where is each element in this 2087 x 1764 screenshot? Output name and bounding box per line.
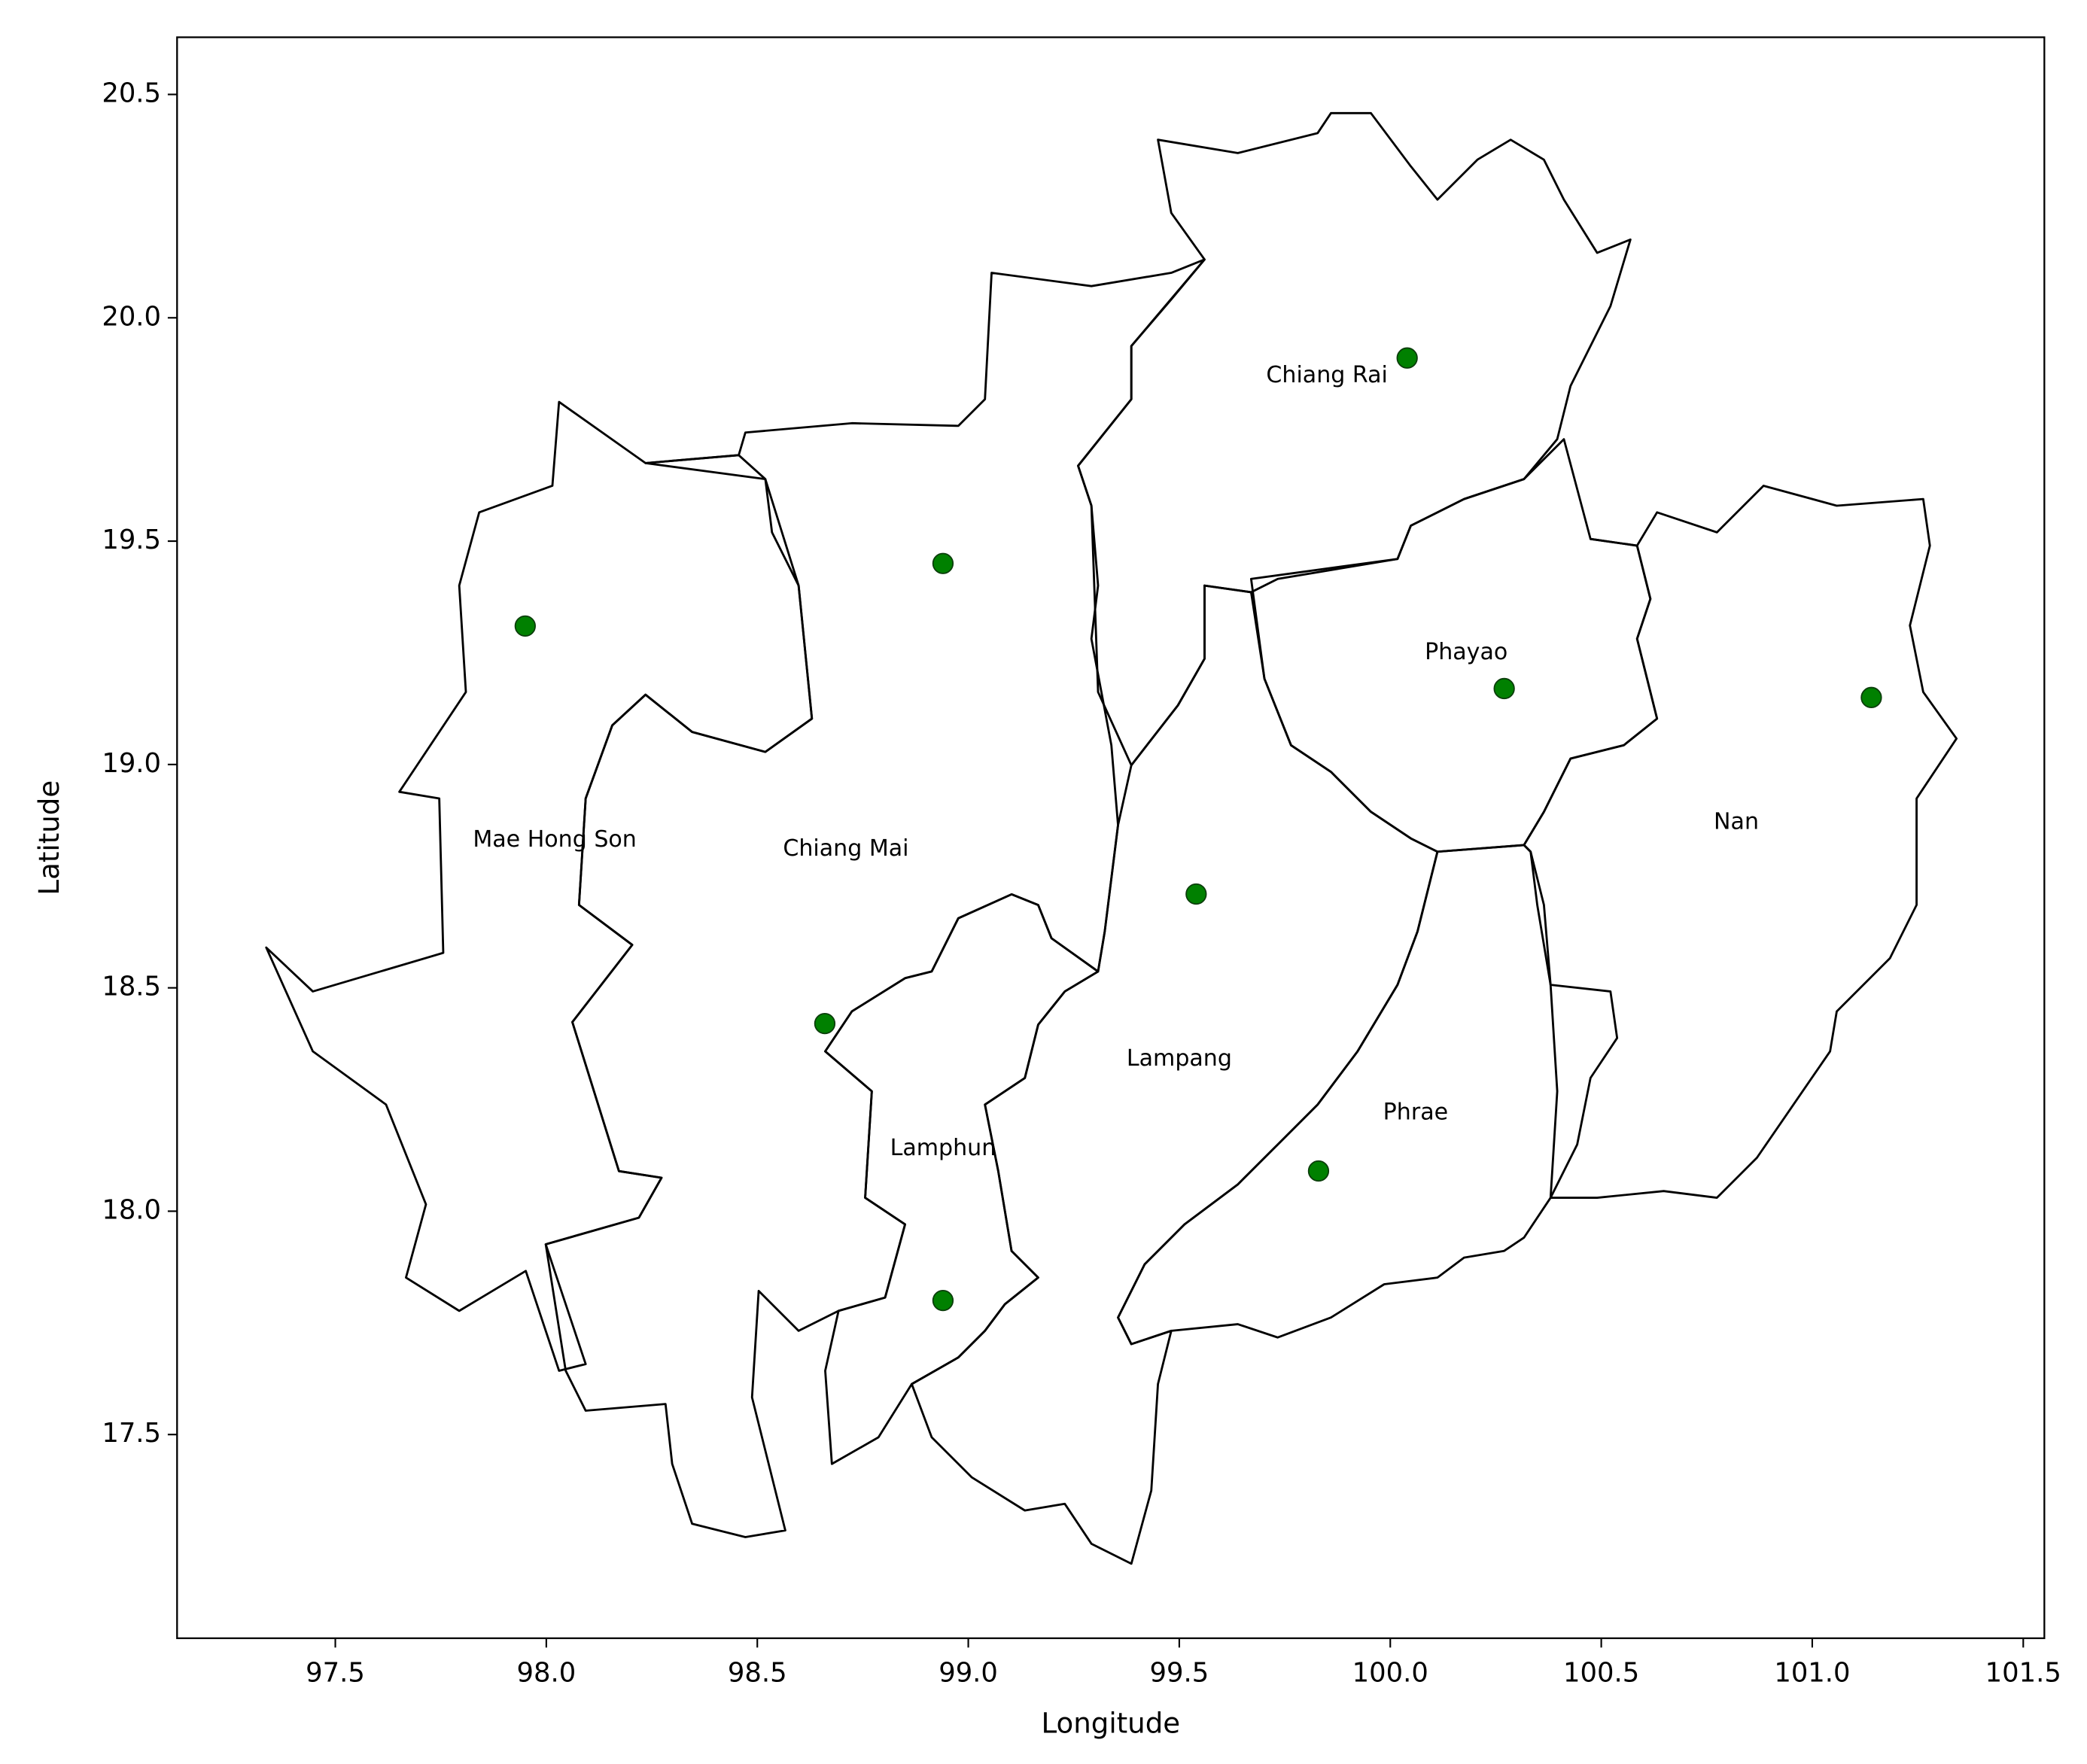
province-boundaries [265,111,1958,1565]
y-tick-label: 18.5 [102,972,161,1002]
x-axis-label: Longitude [1041,1707,1180,1739]
point [514,615,536,637]
province-label: Phayao [1425,639,1507,665]
x-tick-label: 99.0 [939,1658,998,1689]
y-axis-label: Latitude [33,780,65,896]
point [932,552,954,574]
boundary [824,893,1100,1465]
x-tick-label: 99.5 [1150,1658,1209,1689]
y-tick-label: 17.5 [102,1418,161,1449]
x-tick-label: 98.0 [517,1658,577,1689]
y-tick-label: 20.0 [102,301,161,332]
point [1860,686,1882,708]
boundary [1523,485,1958,1199]
province-label: Chiang Rai [1266,362,1387,388]
province-label: Mae Hong Son [473,826,637,853]
province-label: Lamphun [890,1135,996,1161]
point [1307,1160,1330,1182]
province-label: Phrae [1383,1099,1448,1125]
point [1493,677,1515,700]
point [1396,347,1418,369]
province-label: Nan [1714,809,1759,835]
x-tick-label: 100.5 [1563,1658,1639,1689]
x-tick-label: 100.0 [1352,1658,1428,1689]
y-tick-label: 18.0 [102,1194,161,1225]
point [1185,883,1207,905]
y-tick-label: 19.0 [102,748,161,779]
x-tick-label: 98.5 [728,1658,787,1689]
point [814,1012,836,1035]
y-tick-label: 19.5 [102,525,161,555]
plot-frame [176,36,2046,1640]
x-tick-label: 97.5 [306,1658,365,1689]
x-tick-label: 101.0 [1774,1658,1850,1689]
province-label: Lampang [1127,1045,1232,1072]
point [932,1289,954,1312]
province-label: Chiang Mai [783,835,908,862]
y-tick-label: 20.5 [102,78,161,108]
x-tick-label: 101.5 [1985,1658,2061,1689]
